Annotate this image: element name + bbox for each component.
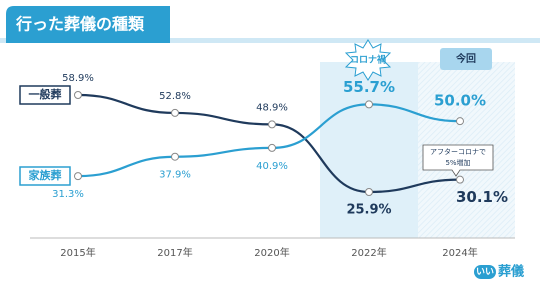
chart-title: 行った葬儀の種類 bbox=[15, 15, 145, 34]
data-label: 25.9% bbox=[346, 203, 391, 218]
x-tick-label: 2022年 bbox=[351, 246, 386, 259]
title-box bbox=[6, 6, 170, 43]
point bbox=[456, 117, 464, 126]
data-label: 50.0% bbox=[434, 92, 486, 110]
data-label: 52.8% bbox=[159, 91, 191, 102]
x-tick-label: 2017年 bbox=[157, 246, 192, 259]
data-label: 30.1% bbox=[456, 188, 508, 206]
annotation: コロナ禍 bbox=[350, 54, 386, 66]
annotation: アフターコロナで bbox=[430, 147, 486, 156]
legend-box bbox=[19, 166, 71, 186]
point bbox=[365, 188, 373, 196]
annotation: 今回 bbox=[455, 52, 476, 65]
logo: いい bbox=[476, 268, 494, 278]
logo-badge bbox=[474, 265, 496, 279]
current-box bbox=[440, 48, 492, 70]
point bbox=[268, 120, 276, 129]
legend-box bbox=[19, 85, 71, 105]
legend-label: 家族葬 bbox=[29, 168, 62, 182]
covid-highlight bbox=[320, 62, 418, 238]
title-underline bbox=[0, 38, 540, 43]
data-label: 40.9% bbox=[256, 161, 288, 172]
point bbox=[171, 108, 179, 117]
covid-burst bbox=[344, 39, 392, 81]
data-label: 58.9% bbox=[62, 73, 94, 84]
callout bbox=[422, 144, 494, 177]
x-tick-label: 2020年 bbox=[254, 246, 289, 259]
data-label: 31.3% bbox=[52, 189, 84, 200]
point bbox=[268, 143, 276, 152]
annotation: 5%増加 bbox=[445, 158, 470, 167]
point bbox=[74, 172, 82, 181]
point bbox=[171, 152, 179, 161]
x-tick-label: 2015年 bbox=[60, 246, 95, 259]
point bbox=[456, 175, 464, 184]
data-label: 55.7% bbox=[343, 78, 395, 96]
logo: 葬儀 bbox=[498, 264, 524, 280]
legend-label: 一般葬 bbox=[29, 87, 62, 101]
x-tick-label: 2024年 bbox=[442, 246, 477, 259]
data-label: 48.9% bbox=[256, 102, 288, 113]
point bbox=[365, 100, 373, 109]
data-label: 37.9% bbox=[159, 170, 191, 181]
point bbox=[74, 91, 82, 99]
